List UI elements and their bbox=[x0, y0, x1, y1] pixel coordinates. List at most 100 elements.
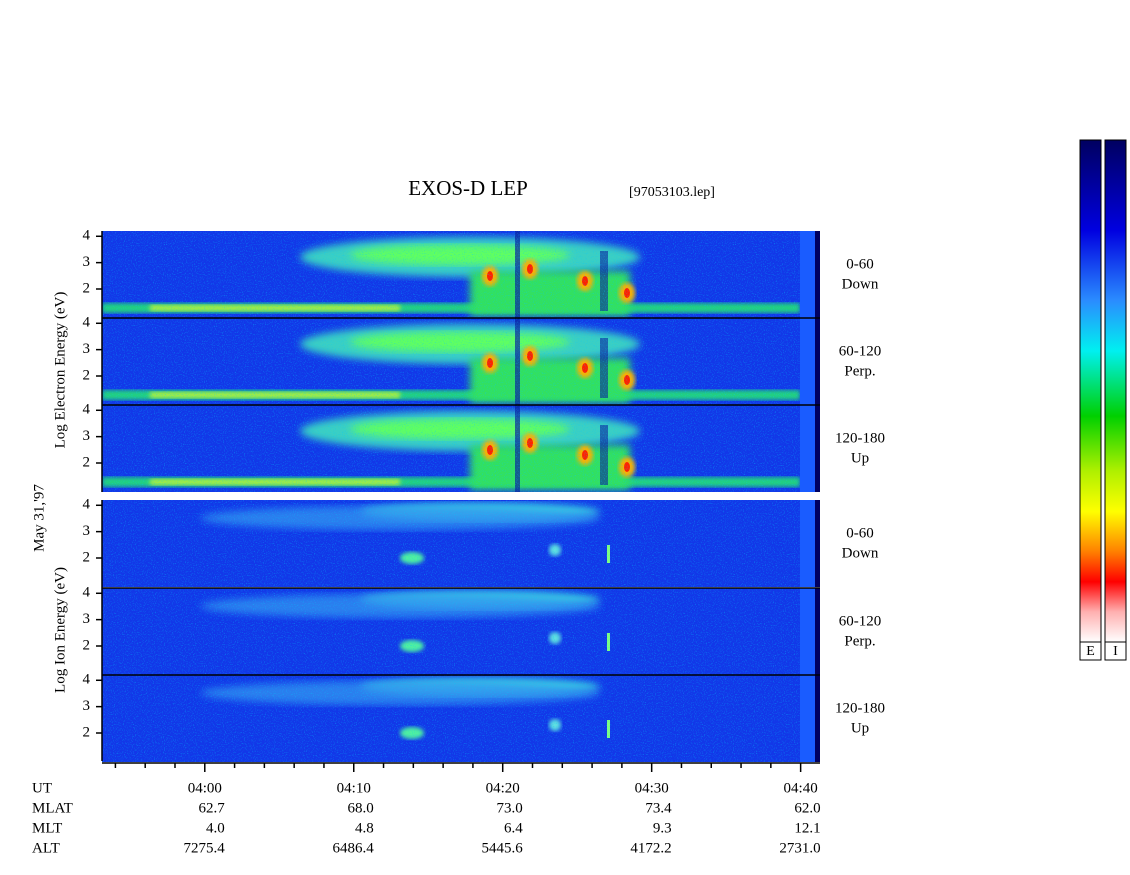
spectrogram bbox=[102, 500, 820, 587]
y-tick-label: 3 bbox=[83, 611, 91, 627]
y-tick-label: 2 bbox=[83, 724, 91, 740]
row-label: MLT bbox=[32, 820, 62, 836]
edge-strip bbox=[815, 405, 820, 492]
noise bbox=[102, 231, 820, 318]
spectrogram-panels bbox=[102, 231, 820, 762]
ephemeris-value: 6.4 bbox=[504, 820, 523, 836]
spectrogram-image bbox=[102, 675, 820, 762]
y-tick-label: 2 bbox=[83, 549, 91, 565]
y-tick-label: 3 bbox=[83, 428, 91, 444]
noise bbox=[102, 405, 820, 492]
spectrogram-image bbox=[102, 231, 820, 318]
edge-strip bbox=[800, 500, 815, 587]
direction-label: Down bbox=[842, 276, 879, 292]
title: EXOS-D LEP bbox=[408, 176, 528, 200]
spectrogram bbox=[102, 587, 820, 675]
spectrogram bbox=[102, 404, 820, 492]
spectrogram-image bbox=[102, 405, 820, 492]
spectrogram-image bbox=[102, 500, 820, 587]
colorbar-label: I bbox=[1113, 644, 1118, 659]
angle-label: 120-180 bbox=[835, 430, 885, 446]
ephemeris-value: 6486.4 bbox=[332, 840, 374, 856]
noise bbox=[102, 675, 820, 762]
colorbar bbox=[1079, 139, 1102, 643]
ephemeris-value: 62.0 bbox=[794, 800, 820, 816]
direction-label: Perp. bbox=[844, 633, 875, 649]
x-tick-label: 04:00 bbox=[188, 780, 222, 796]
noise bbox=[102, 588, 820, 675]
x-tick-label: 04:40 bbox=[784, 780, 818, 796]
angle-label: 60-120 bbox=[839, 343, 882, 359]
ephemeris-value: 5445.6 bbox=[481, 840, 523, 856]
edge-strip bbox=[815, 675, 820, 762]
y-tick-label: 4 bbox=[83, 315, 91, 331]
direction-label: Up bbox=[851, 450, 869, 466]
edge-strip bbox=[815, 318, 820, 405]
date-label: May 31,'97 bbox=[31, 484, 47, 552]
spectrogram-image bbox=[102, 318, 820, 405]
row-label: MLAT bbox=[32, 800, 73, 816]
edge-strip bbox=[800, 318, 815, 405]
x-tick-label: 04:20 bbox=[486, 780, 520, 796]
electron-axis-label: Log Electron Energy (eV) bbox=[52, 292, 68, 449]
x-tick-label: 04:30 bbox=[635, 780, 669, 796]
edge-strip bbox=[800, 405, 815, 492]
direction-label: Up bbox=[851, 720, 869, 736]
colorbar-label: E bbox=[1086, 644, 1095, 659]
row-label: ALT bbox=[32, 840, 60, 856]
noise bbox=[102, 318, 820, 405]
direction-label: Down bbox=[842, 545, 879, 561]
edge-strip bbox=[800, 231, 815, 318]
ephemeris-value: 68.0 bbox=[347, 800, 373, 816]
y-tick-label: 4 bbox=[83, 585, 91, 601]
colorbars: E I bbox=[1079, 139, 1127, 661]
x-tick-label: 04:10 bbox=[337, 780, 371, 796]
edge-strip bbox=[815, 500, 820, 587]
y-tick-label: 3 bbox=[83, 254, 91, 270]
ephemeris-value: 62.7 bbox=[199, 800, 226, 816]
y-tick-label: 3 bbox=[83, 341, 91, 357]
y-tick-label: 4 bbox=[83, 497, 91, 513]
angle-label: 0-60 bbox=[846, 256, 874, 272]
y-tick-label: 2 bbox=[83, 280, 91, 296]
colorbar bbox=[1104, 139, 1127, 643]
angle-label: 120-180 bbox=[835, 700, 885, 716]
ephemeris-value: 12.1 bbox=[794, 820, 820, 836]
edge-strip bbox=[800, 588, 815, 675]
y-tick-label: 2 bbox=[83, 637, 91, 653]
spectrogram bbox=[102, 317, 820, 405]
ephemeris-value: 4.8 bbox=[355, 820, 374, 836]
y-tick-label: 3 bbox=[83, 698, 91, 714]
angle-label: 0-60 bbox=[846, 525, 874, 541]
ephemeris-value: 9.3 bbox=[653, 820, 672, 836]
edge-strip bbox=[815, 231, 820, 318]
colorbar-label-box bbox=[1104, 641, 1127, 661]
ephemeris-value: 73.0 bbox=[496, 800, 522, 816]
y-tick-label: 4 bbox=[83, 402, 91, 418]
ephemeris-value: 73.4 bbox=[645, 800, 672, 816]
colorbar-label-box bbox=[1079, 641, 1102, 661]
spectrogram bbox=[102, 231, 820, 318]
ephemeris-value: 4.0 bbox=[206, 820, 225, 836]
y-tick-label: 3 bbox=[83, 523, 91, 539]
spectrogram bbox=[102, 674, 820, 762]
y-tick-label: 4 bbox=[83, 228, 91, 244]
spectrogram-image bbox=[102, 588, 820, 675]
y-tick-label: 2 bbox=[83, 454, 91, 470]
y-tick-label: 2 bbox=[83, 367, 91, 383]
ion-axis-label: Log Ion Energy (eV) bbox=[52, 567, 68, 693]
angle-label: 60-120 bbox=[839, 613, 882, 629]
y-tick-label: 4 bbox=[83, 672, 91, 688]
ephemeris-value: 7275.4 bbox=[184, 840, 226, 856]
ephemeris-value: 2731.0 bbox=[779, 840, 820, 856]
noise bbox=[102, 500, 820, 587]
row-label: UT bbox=[32, 780, 52, 796]
file-name: [97053103.lep] bbox=[629, 185, 715, 200]
ephemeris-value: 4172.2 bbox=[630, 840, 671, 856]
direction-label: Perp. bbox=[844, 363, 875, 379]
edge-strip bbox=[815, 588, 820, 675]
edge-strip bbox=[800, 675, 815, 762]
axes: 2 3 4 0-60 Down 2 3 4 60-120 Perp. 2 3 4 120-180 Up 2 3 4… bbox=[32, 228, 885, 857]
